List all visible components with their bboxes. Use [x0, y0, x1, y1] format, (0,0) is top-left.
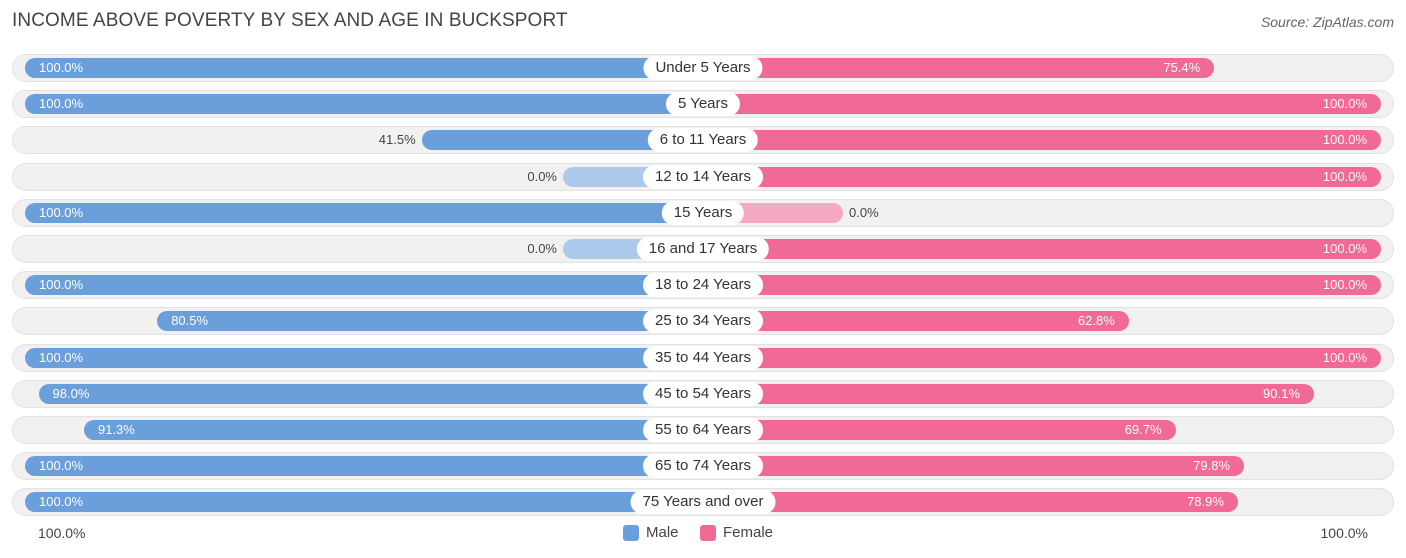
bar-male-18-to-24-years — [25, 275, 703, 296]
category-label-16-and-17-years: 16 and 17 Years — [636, 237, 770, 261]
bar-male-55-to-64-years — [83, 420, 703, 440]
value-male-16-and-17-years: 0.0% — [527, 241, 557, 256]
category-label-25-to-34-years: 25 to 34 Years — [643, 309, 763, 334]
value-female-5-years: 100.0% — [1322, 96, 1367, 112]
category-label-65-to-74-years: 65 to 74 Years — [643, 454, 763, 479]
value-female-35-to-44-years: 100.0% — [1322, 349, 1367, 365]
value-male-under-5-years: 100.0% — [39, 60, 84, 75]
bar-female-6-to-11-years — [703, 130, 1381, 151]
bar-female-55-to-64-years — [703, 420, 1176, 440]
bar-female-45-to-54-years — [703, 383, 1314, 404]
value-male-45-to-54-years: 98.0% — [52, 385, 90, 401]
bar-female-18-to-24-years — [703, 275, 1381, 296]
source-label: Source: ZipAtlas.com — [1260, 14, 1394, 30]
chart-title: INCOME ABOVE POVERTY BY SEX AND AGE IN B… — [12, 10, 568, 31]
category-label-15-years: 15 Years — [661, 200, 745, 225]
category-label-under-5-years: Under 5 Years — [643, 56, 763, 80]
value-female-25-to-34-years: 62.8% — [1077, 313, 1115, 329]
axis-left-label: 100.0% — [38, 525, 86, 541]
value-male-15-years: 100.0% — [39, 204, 84, 220]
bar-female-5-years — [703, 94, 1381, 115]
value-male-25-to-34-years: 80.5% — [171, 313, 209, 329]
bar-male-under-5-years — [25, 58, 703, 78]
bar-female-65-to-74-years — [703, 456, 1245, 477]
value-female-under-5-years: 75.4% — [1163, 60, 1201, 75]
value-female-12-to-14-years: 100.0% — [1322, 168, 1367, 184]
category-label-55-to-64-years: 55 to 64 Years — [643, 418, 763, 442]
bar-female-25-to-34-years — [703, 311, 1129, 332]
value-male-55-to-64-years: 91.3% — [97, 422, 135, 437]
bar-male-35-to-44-years — [25, 347, 703, 368]
bar-female-35-to-44-years — [703, 347, 1381, 368]
legend-item-male: Male — [623, 524, 679, 541]
value-female-16-and-17-years: 100.0% — [1322, 241, 1367, 256]
value-male-5-years: 100.0% — [39, 96, 84, 112]
legend-swatch-male — [623, 524, 639, 541]
value-female-55-to-64-years: 69.7% — [1124, 422, 1162, 437]
axis-right-label: 100.0% — [1320, 525, 1368, 541]
value-female-15-years: 0.0% — [849, 204, 879, 220]
value-female-45-to-54-years: 90.1% — [1263, 385, 1300, 401]
category-label-75-years-and-over: 75 Years and over — [630, 490, 776, 515]
value-female-18-to-24-years: 100.0% — [1322, 277, 1367, 293]
bar-female-16-and-17-years — [703, 239, 1381, 259]
value-male-65-to-74-years: 100.0% — [39, 458, 84, 474]
category-label-45-to-54-years: 45 to 54 Years — [643, 381, 763, 406]
value-male-18-to-24-years: 100.0% — [39, 277, 84, 293]
category-label-6-to-11-years: 6 to 11 Years — [647, 128, 759, 153]
value-male-12-to-14-years: 0.0% — [527, 168, 557, 184]
bar-female-75-years-and-over — [703, 492, 1238, 513]
legend-swatch-female — [700, 524, 716, 541]
bar-male-15-years — [25, 202, 703, 223]
value-male-6-to-11-years: 41.5% — [378, 132, 416, 148]
value-male-35-to-44-years: 100.0% — [39, 349, 84, 365]
legend-label-female: Female — [723, 524, 774, 541]
bar-male-65-to-74-years — [25, 456, 703, 477]
bar-female-12-to-14-years — [703, 166, 1381, 187]
value-female-65-to-74-years: 79.8% — [1193, 458, 1231, 474]
bar-male-5-years — [25, 94, 703, 115]
category-label-35-to-44-years: 35 to 44 Years — [643, 345, 763, 370]
bar-male-75-years-and-over — [25, 492, 703, 513]
bar-male-6-to-11-years — [421, 130, 703, 151]
category-label-5-years: 5 Years — [665, 92, 741, 117]
value-female-75-years-and-over: 78.9% — [1187, 494, 1224, 510]
value-male-75-years-and-over: 100.0% — [39, 494, 84, 510]
category-label-18-to-24-years: 18 to 24 Years — [643, 273, 763, 298]
value-female-6-to-11-years: 100.0% — [1322, 132, 1367, 148]
legend-label-male: Male — [646, 524, 679, 541]
legend: Male Female — [0, 524, 1406, 544]
bar-female-under-5-years — [703, 58, 1215, 78]
bar-male-45-to-54-years — [38, 383, 703, 404]
bar-male-25-to-34-years — [157, 311, 703, 332]
category-label-12-to-14-years: 12 to 14 Years — [643, 164, 763, 189]
legend-item-female: Female — [700, 524, 773, 541]
